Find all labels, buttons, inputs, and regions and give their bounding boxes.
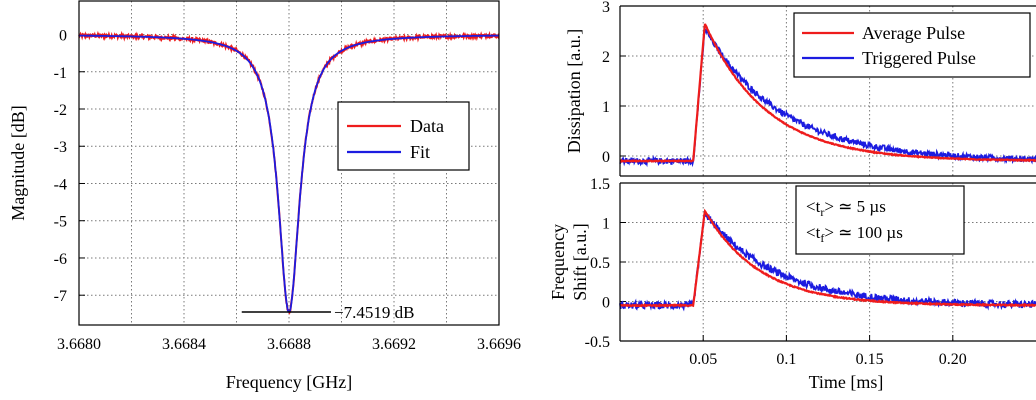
- left-x-tick-label: 3.6696: [477, 336, 521, 353]
- legend-label-fit: Fit: [410, 142, 430, 162]
- bottom-plot-frame: [619, 182, 1036, 342]
- resonance-plot: 0 -1 -2 -3 -4 -5 -6 -7 3.6680 3.6684 3.6688 3.6692…: [8, 0, 521, 392]
- bottom-x-tick-label: 0.05: [689, 351, 717, 368]
- top-y-tick-label: 0: [602, 149, 610, 166]
- bottom-x-tick-label: 0.20: [939, 351, 967, 368]
- left-y-tick-label: -2: [54, 102, 67, 119]
- bottom-y-tick-label: 0.5: [590, 255, 610, 272]
- average-pulse-dissipation-line: [619, 23, 1036, 164]
- top-plot-frame: [619, 5, 1036, 177]
- top-y-axis-label: Dissipation [a.u.]: [564, 29, 584, 153]
- left-legend: Data Fit: [337, 101, 470, 171]
- left-y-ticks: 0 -1 -2 -3 -4 -5 -6 -7: [54, 28, 85, 305]
- left-y-tick-label: -7: [54, 288, 67, 305]
- left-x-ticks: 3.6680 3.6684 3.6688 3.6692 3.6696: [57, 336, 521, 353]
- left-y-tick-label: -4: [54, 176, 67, 193]
- bottom-y-tick-label: 0: [602, 295, 610, 312]
- left-x-tick-label: 3.6692: [372, 336, 416, 353]
- left-y-axis-label: Magnitude [dB]: [8, 105, 28, 220]
- left-x-axis-label: Frequency [GHz]: [226, 372, 352, 392]
- frequency-shift-plot: -0.5 0 0.5 1 1.5 0.05 0.1 0.15 0.20 <tr> ≃ 5 µs…: [548, 176, 1036, 392]
- legend-label-triggered-pulse: Triggered Pulse: [862, 48, 976, 68]
- left-plot-frame: [78, 0, 500, 326]
- top-legend: Average Pulse Triggered Pulse: [793, 12, 1031, 78]
- bottom-y-ticks: -0.5 0 0.5 1 1.5: [585, 176, 626, 351]
- bottom-x-ticks: 0.05 0.1 0.15 0.20: [689, 335, 967, 368]
- bottom-x-tick-label: 0.1: [776, 351, 796, 368]
- bottom-y-tick-label: 1.5: [590, 176, 610, 193]
- triggered-pulse-shift-line: [619, 213, 1036, 312]
- top-y-tick-label: 3: [602, 0, 610, 16]
- left-x-tick-label: 3.6684: [162, 336, 206, 353]
- time-constant-box: <tr> ≃ 5 µs <tf> ≃ 100 µs: [795, 185, 965, 255]
- left-y-tick-label: -6: [54, 251, 67, 268]
- left-x-tick-label: 3.6688: [267, 336, 311, 353]
- bottom-x-axis-label: Time [ms]: [809, 372, 884, 392]
- left-x-tick-label: 3.6680: [57, 336, 101, 353]
- rise-time-label: <tr> ≃ 5 µs: [806, 197, 886, 219]
- bottom-y-tick-label: -0.5: [585, 334, 610, 351]
- bottom-y-axis-label-line1: Frequency: [548, 224, 568, 300]
- left-y-tick-label: -5: [54, 214, 67, 231]
- legend-label-average-pulse: Average Pulse: [862, 23, 965, 43]
- left-y-tick-label: -1: [54, 65, 67, 82]
- left-y-tick-label: 0: [59, 28, 67, 45]
- dissipation-plot: 0 1 2 3 Average Pulse Triggered Pulse Dissi…: [564, 0, 1036, 177]
- bottom-x-tick-label: 0.15: [856, 351, 884, 368]
- top-y-tick-label: 1: [602, 99, 610, 116]
- legend-label-data: Data: [410, 116, 444, 136]
- depth-annotation-label: −7.4519 dB: [334, 303, 414, 322]
- fall-time-label: <tf> ≃ 100 µs: [806, 223, 903, 245]
- left-y-tick-label: -3: [54, 139, 67, 156]
- average-pulse-shift-line: [619, 208, 1036, 308]
- bottom-y-tick-label: 1: [602, 216, 610, 233]
- fall-time-value: ≃ 100 µs: [838, 223, 903, 242]
- top-y-tick-label: 2: [602, 49, 610, 66]
- rise-time-value: ≃ 5 µs: [838, 197, 886, 216]
- bottom-y-axis-label-line2: Shift [a.u.]: [570, 223, 590, 300]
